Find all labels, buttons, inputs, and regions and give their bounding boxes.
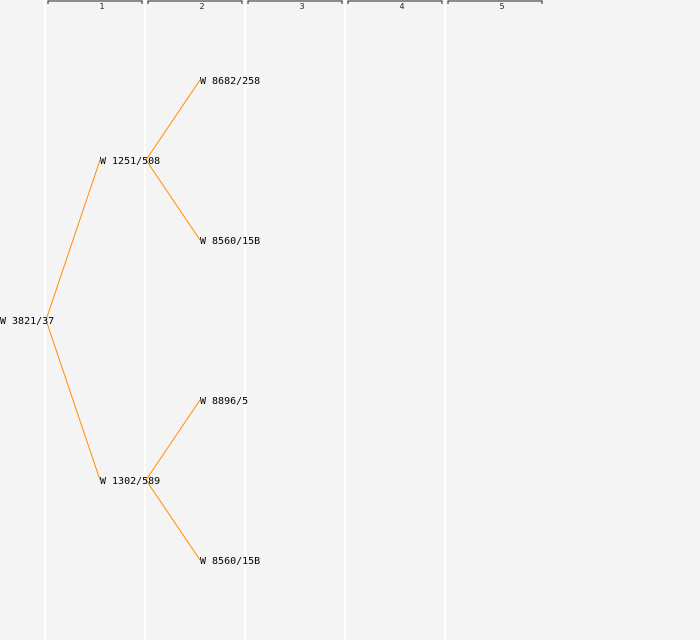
parent-edge xyxy=(45,159,101,321)
generation-bracket xyxy=(447,0,543,4)
generation-number: 5 xyxy=(499,2,504,11)
parent-edge xyxy=(145,479,201,561)
generation-columns: 1 2 3 4 5 xyxy=(44,0,543,640)
parent-edge xyxy=(45,319,101,481)
generation-number: 1 xyxy=(99,2,104,11)
generation-number: 3 xyxy=(299,2,304,11)
generation-number: 2 xyxy=(199,2,204,11)
generation-bracket xyxy=(47,0,143,4)
individual-label[interactable]: W 8682/258 xyxy=(200,76,260,87)
individual-label[interactable]: W 1251/508 xyxy=(100,156,160,167)
individual-label[interactable]: W 8896/5 xyxy=(200,396,248,407)
generation-bracket xyxy=(147,0,243,4)
pedigree-nodes: W 8682/258 W 8560/15B W 1251/508 W 8896/5 W … xyxy=(0,76,260,567)
individual-label[interactable]: W 3821/37 xyxy=(0,316,54,327)
generation-bracket xyxy=(347,0,443,4)
pedigree-edges xyxy=(45,79,201,561)
generation-bracket xyxy=(247,0,343,4)
individual-label[interactable]: W 8560/15B xyxy=(200,236,260,247)
generation-number: 4 xyxy=(399,2,404,11)
parent-edge xyxy=(145,159,201,241)
individual-label[interactable]: W 1302/589 xyxy=(100,476,160,487)
individual-label[interactable]: W 8560/15B xyxy=(200,556,260,567)
parent-edge xyxy=(145,79,201,161)
parent-edge xyxy=(145,399,201,481)
